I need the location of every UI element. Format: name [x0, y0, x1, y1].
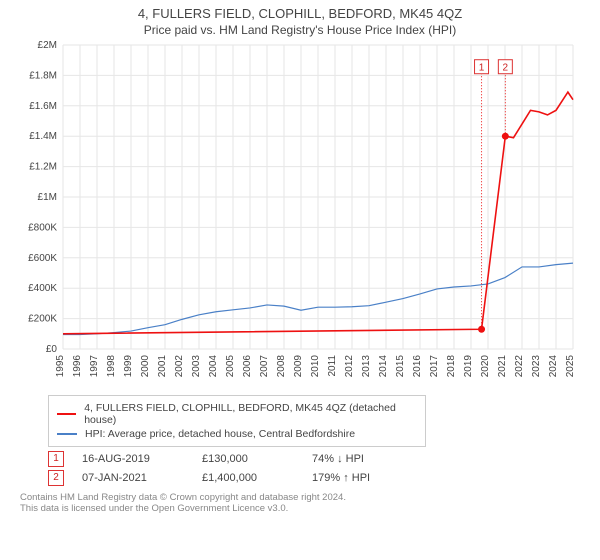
svg-text:2004: 2004 — [208, 355, 219, 378]
transaction-hpi: 74% ↓ HPI — [312, 453, 402, 465]
svg-text:2020: 2020 — [480, 355, 491, 378]
svg-text:2002: 2002 — [174, 355, 185, 378]
svg-text:2009: 2009 — [293, 355, 304, 378]
svg-text:2019: 2019 — [463, 355, 474, 378]
svg-text:£2M: £2M — [38, 40, 57, 51]
svg-text:2011: 2011 — [327, 355, 338, 377]
transaction-index: 1 — [48, 451, 64, 467]
svg-text:£1.4M: £1.4M — [29, 131, 57, 142]
svg-text:2013: 2013 — [361, 355, 372, 378]
chart-title: 4, FULLERS FIELD, CLOPHILL, BEDFORD, MK4… — [0, 6, 600, 21]
svg-text:2023: 2023 — [531, 355, 542, 378]
transactions-table: 1 16-AUG-2019£130,00074% ↓ HPI 2 07-JAN-202… — [48, 451, 580, 486]
svg-text:£1.6M: £1.6M — [29, 101, 57, 112]
svg-text:£0: £0 — [46, 344, 58, 355]
chart-title-block: 4, FULLERS FIELD, CLOPHILL, BEDFORD, MK4… — [0, 0, 600, 39]
svg-text:£400K: £400K — [28, 283, 57, 294]
legend-row: HPI: Average price, detached house, Cent… — [57, 428, 417, 440]
transaction-date: 07-JAN-2021 — [82, 472, 202, 484]
svg-text:£800K: £800K — [28, 222, 57, 233]
svg-text:2008: 2008 — [276, 355, 287, 378]
transaction-index: 2 — [48, 470, 64, 486]
svg-text:2018: 2018 — [446, 355, 457, 378]
chart-area: £0 £200K £400K £600K £800K £1M £1.2M £1.4M £1.6M… — [15, 39, 585, 389]
legend-swatch — [57, 433, 77, 435]
svg-text:1: 1 — [479, 63, 485, 74]
footnote-line-1: Contains HM Land Registry data © Crown c… — [20, 492, 580, 503]
svg-text:1998: 1998 — [106, 355, 117, 378]
svg-text:2010: 2010 — [310, 355, 321, 378]
svg-text:2022: 2022 — [514, 355, 525, 378]
svg-text:1999: 1999 — [123, 355, 134, 378]
svg-text:£1.2M: £1.2M — [29, 162, 57, 173]
svg-text:2001: 2001 — [157, 355, 168, 378]
svg-text:2012: 2012 — [344, 355, 355, 378]
chart-subtitle: Price paid vs. HM Land Registry's House … — [0, 23, 600, 37]
svg-text:2003: 2003 — [191, 355, 202, 378]
transaction-row: 1 16-AUG-2019£130,00074% ↓ HPI — [48, 451, 580, 467]
svg-text:2007: 2007 — [259, 355, 270, 378]
svg-text:2021: 2021 — [497, 355, 508, 378]
legend-row: 4, FULLERS FIELD, CLOPHILL, BEDFORD, MK4… — [57, 402, 417, 426]
svg-text:£1.8M: £1.8M — [29, 70, 57, 81]
transaction-price: £130,000 — [202, 453, 312, 465]
svg-text:2000: 2000 — [140, 355, 151, 378]
transaction-date: 16-AUG-2019 — [82, 453, 202, 465]
legend: 4, FULLERS FIELD, CLOPHILL, BEDFORD, MK4… — [48, 395, 426, 447]
svg-text:2014: 2014 — [378, 355, 389, 378]
svg-text:2005: 2005 — [225, 355, 236, 378]
transaction-price: £1,400,000 — [202, 472, 312, 484]
svg-text:2025: 2025 — [565, 355, 576, 378]
svg-text:1997: 1997 — [89, 355, 100, 378]
svg-text:1996: 1996 — [72, 355, 83, 378]
svg-text:£1M: £1M — [38, 192, 57, 203]
transaction-hpi: 179% ↑ HPI — [312, 472, 402, 484]
transaction-row: 2 07-JAN-2021£1,400,000179% ↑ HPI — [48, 470, 580, 486]
svg-text:1995: 1995 — [55, 355, 66, 378]
legend-swatch — [57, 413, 76, 415]
svg-text:2024: 2024 — [548, 355, 559, 378]
svg-text:2017: 2017 — [429, 355, 440, 378]
svg-text:2: 2 — [503, 63, 509, 74]
svg-text:2006: 2006 — [242, 355, 253, 378]
svg-text:2016: 2016 — [412, 355, 423, 378]
svg-text:£600K: £600K — [28, 253, 57, 264]
footnote-line-2: This data is licensed under the Open Gov… — [20, 503, 580, 514]
legend-label: HPI: Average price, detached house, Cent… — [85, 428, 355, 440]
footnote: Contains HM Land Registry data © Crown c… — [20, 492, 580, 514]
svg-text:£200K: £200K — [28, 314, 57, 325]
legend-label: 4, FULLERS FIELD, CLOPHILL, BEDFORD, MK4… — [84, 402, 417, 426]
chart-svg: £0 £200K £400K £600K £800K £1M £1.2M £1.4M £1.6M… — [15, 39, 585, 389]
svg-text:2015: 2015 — [395, 355, 406, 378]
